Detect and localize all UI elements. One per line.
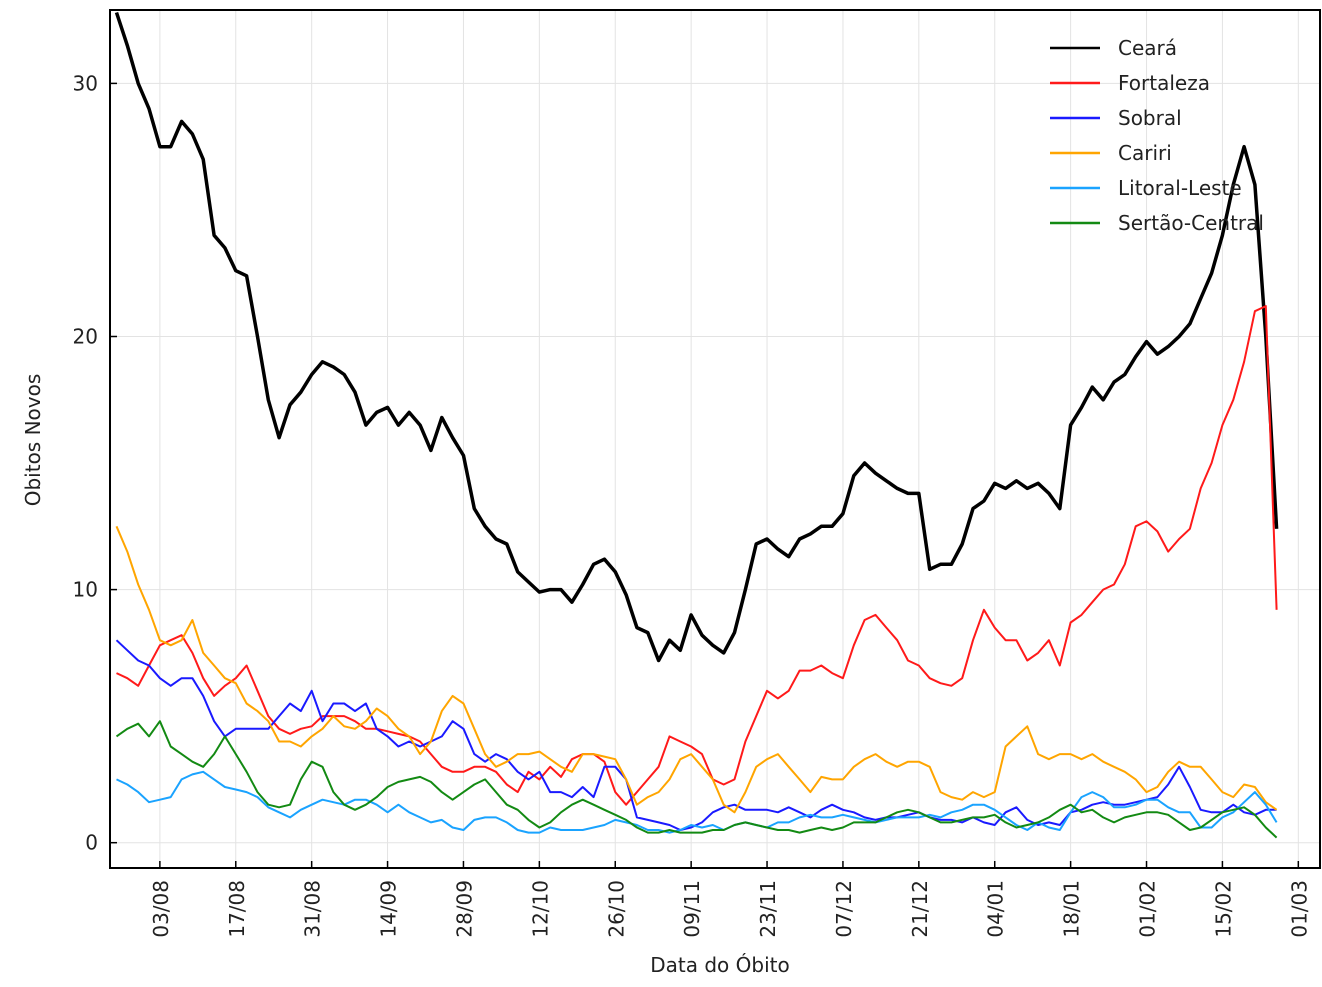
x-tick-label: 18/01 <box>1060 880 1084 938</box>
y-axis-label: Obitos Novos <box>21 374 45 507</box>
plot-frame <box>109 9 1321 869</box>
y-tick-label: 30 <box>73 71 98 95</box>
x-tick-label: 01/02 <box>1136 880 1160 938</box>
legend-label: Fortaleza <box>1118 71 1210 95</box>
y-tick-label: 0 <box>85 831 98 855</box>
x-tick-label: 09/11 <box>680 880 704 938</box>
x-tick-label: 04/01 <box>984 880 1008 938</box>
legend-label: Sertão-Central <box>1118 211 1264 235</box>
x-tick-label: 14/09 <box>377 880 401 938</box>
y-tick-label: 20 <box>73 324 98 348</box>
series-line <box>115 720 1278 839</box>
series-line <box>115 639 1277 831</box>
x-tick-label: 17/08 <box>225 880 249 938</box>
legend-label: Litoral-Leste <box>1118 176 1242 200</box>
x-tick-label: 31/08 <box>301 880 325 938</box>
x-tick-label: 12/10 <box>528 880 552 938</box>
series-line <box>116 770 1278 834</box>
legend-label: Sobral <box>1118 106 1182 130</box>
x-axis-label: Data do Óbito <box>650 953 789 977</box>
x-tick-label: 21/12 <box>908 880 932 938</box>
series-line <box>116 305 1278 806</box>
legend-label: Cariri <box>1118 141 1172 165</box>
legend-label: Ceará <box>1118 36 1177 60</box>
x-tick-label: 28/09 <box>452 880 476 938</box>
y-tick-label: 10 <box>73 578 98 602</box>
series-line <box>114 11 1279 663</box>
x-tick-label: 07/12 <box>832 880 856 938</box>
series-line <box>115 525 1278 814</box>
x-tick-label: 01/03 <box>1287 880 1311 938</box>
x-tick-label: 23/11 <box>756 880 780 938</box>
x-tick-label: 26/10 <box>604 880 628 938</box>
x-tick-label: 15/02 <box>1211 880 1235 938</box>
x-tick-label: 03/08 <box>149 880 173 938</box>
